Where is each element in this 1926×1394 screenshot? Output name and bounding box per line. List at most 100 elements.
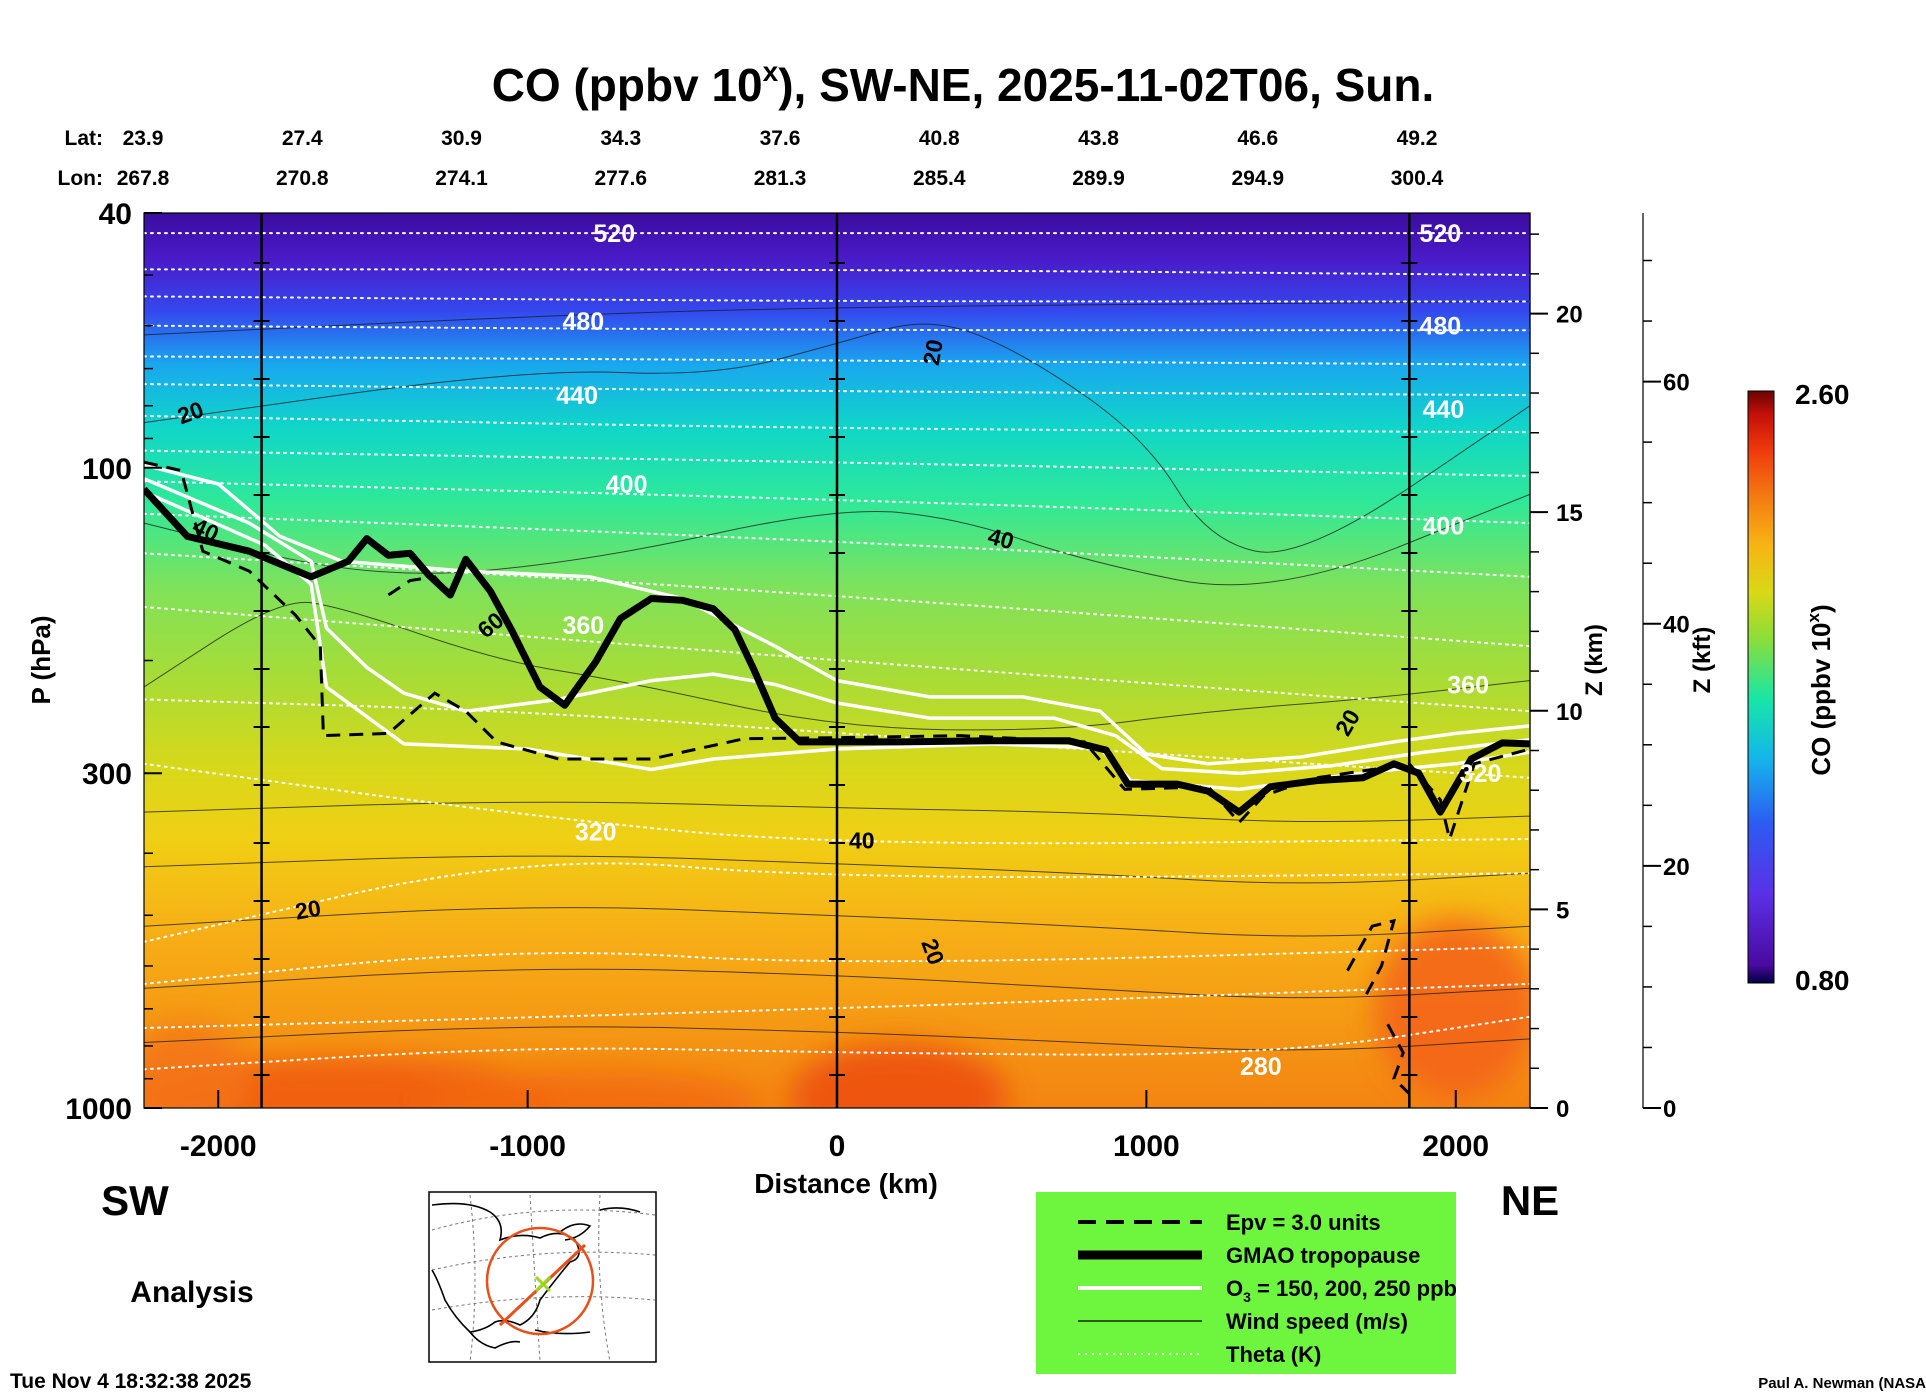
lon-value: 277.6 <box>594 167 647 190</box>
legend-label-epv: Epv = 3.0 units <box>1226 1210 1381 1235</box>
legend-label-theta: Theta (K) <box>1226 1342 1321 1367</box>
author-credit: Paul A. Newman (NASA <box>1758 1375 1926 1392</box>
section-vertical-lines <box>253 213 1418 1108</box>
theta-label: 320 <box>1460 760 1502 788</box>
theta-contour <box>144 480 1530 525</box>
epv-contour <box>387 575 452 597</box>
wind-contour <box>144 907 1530 937</box>
lat-value: 37.6 <box>760 127 801 150</box>
wind-contour <box>144 601 1530 731</box>
lat-value: 30.9 <box>441 127 482 150</box>
theta-label: 480 <box>1419 313 1461 341</box>
z-km-tick-label: 20 <box>1556 302 1583 329</box>
lon-value: 270.8 <box>276 167 329 190</box>
theta-contour <box>144 324 1530 332</box>
chart-title: CO (ppbv 10x), SW-NE, 2025-11-02T06, Sun… <box>492 56 1435 111</box>
legend: Epv = 3.0 units GMAO tropopause O3 = 150, … <box>1036 1192 1457 1374</box>
wind-contour <box>144 1026 1530 1051</box>
co-high-blob <box>1375 919 1530 1099</box>
lon-value: 267.8 <box>117 167 170 190</box>
colorbar-max: 2.60 <box>1795 379 1850 410</box>
colorbar: 2.60 0.80 CO (ppbv 10x) <box>1747 379 1850 996</box>
colorbar-gradient <box>1747 390 1775 984</box>
y-axis-label: P (hPa) <box>26 615 56 704</box>
lon-value: 281.3 <box>754 167 807 190</box>
theta-label: 400 <box>606 471 648 499</box>
lat-value: 49.2 <box>1397 127 1438 150</box>
theta-contour <box>144 1015 1530 1071</box>
lat-value: 46.6 <box>1237 127 1278 150</box>
tropopause-line <box>144 486 1530 816</box>
theta-label: 520 <box>593 220 635 248</box>
theta-label: 520 <box>1419 220 1461 248</box>
z-km-axis: 0 5 10 15 20 <box>1529 213 1583 1123</box>
p-tick-label: 300 <box>82 758 132 791</box>
z-km-label: Z (km) <box>1581 624 1608 696</box>
p-tick-label: 40 <box>99 198 132 231</box>
colorbar-min: 0.80 <box>1795 965 1850 996</box>
theta-label: 360 <box>562 612 604 640</box>
theta-label: 480 <box>562 308 604 336</box>
theta-contour <box>144 355 1530 366</box>
lat-value: 34.3 <box>600 127 641 150</box>
p-tick-label: 100 <box>82 453 132 486</box>
theta-contour <box>144 552 1530 648</box>
wind-contour <box>144 301 1530 336</box>
z-km-tick-label: 0 <box>1556 1096 1569 1123</box>
analysis-label: Analysis <box>130 1276 253 1309</box>
epv-contour <box>1386 1023 1411 1095</box>
legend-label-wind: Wind speed (m/s) <box>1226 1309 1408 1334</box>
x-tick-label: -2000 <box>180 1130 257 1163</box>
lat-lon-header: 23.9 27.4 30.9 34.3 37.6 40.8 43.8 46.6 49.2 267.… <box>117 127 1444 190</box>
lat-row-label: Lat: <box>65 127 104 150</box>
theta-contour <box>144 383 1530 397</box>
z-kft-tick-label: 20 <box>1663 854 1690 881</box>
theta-contour <box>144 982 1530 1029</box>
lat-value: 23.9 <box>123 127 164 150</box>
z-kft-tick-label: 40 <box>1663 612 1690 639</box>
x-tick-label: 2000 <box>1422 1130 1489 1163</box>
epv-contour <box>1346 918 1397 1002</box>
wind-label: 20 <box>293 895 323 925</box>
distance-axis: -2000 -1000 0 1000 2000 <box>180 1090 1489 1163</box>
z-km-tick-label: 10 <box>1556 699 1583 726</box>
lon-value: 274.1 <box>435 167 488 190</box>
wind-speed-contours <box>144 301 1530 1051</box>
co-high-blob <box>144 1025 250 1108</box>
inset-map <box>428 1191 657 1363</box>
tropopause <box>144 486 1530 816</box>
ne-direction-label: NE <box>1501 1177 1559 1224</box>
lat-value: 43.8 <box>1078 127 1119 150</box>
z-km-tick-label: 5 <box>1556 897 1569 924</box>
co-high-blob <box>419 1072 760 1108</box>
wind-contour <box>144 801 1530 823</box>
theta-contour <box>144 606 1530 713</box>
ozone-contour <box>144 477 1530 775</box>
x-tick-label: 1000 <box>1113 1130 1180 1163</box>
theta-contour <box>144 945 1530 985</box>
legend-label-trop: GMAO tropopause <box>1226 1243 1420 1268</box>
wind-contour <box>144 323 1530 553</box>
theta-label: 320 <box>575 819 617 847</box>
x-tick-label: -1000 <box>489 1130 566 1163</box>
legend-label-o3: O3 = 150, 200, 250 ppb <box>1226 1276 1457 1305</box>
theta-contour <box>144 512 1530 578</box>
theta-contour <box>144 268 1530 276</box>
map-coastlines <box>431 1202 641 1349</box>
x-axis-label: Distance (km) <box>754 1168 938 1199</box>
theta-contour <box>144 762 1530 845</box>
sw-direction-label: SW <box>101 1177 169 1224</box>
lon-value: 285.4 <box>913 167 966 190</box>
wind-contour <box>144 493 1530 586</box>
timestamp: Tue Nov 4 18:32:38 2025 <box>10 1370 252 1393</box>
theta-contour <box>144 449 1530 477</box>
z-kft-axis: 0 20 40 60 <box>1642 213 1690 1123</box>
lon-value: 289.9 <box>1072 167 1125 190</box>
wind-label: 40 <box>849 827 875 853</box>
lon-value: 300.4 <box>1391 167 1444 190</box>
wind-label: 20 <box>918 337 948 367</box>
z-kft-tick-label: 60 <box>1663 370 1690 397</box>
x-tick-label: 0 <box>829 1130 846 1163</box>
co-high-regions <box>144 919 1530 1108</box>
theta-label: 280 <box>1240 1053 1282 1081</box>
